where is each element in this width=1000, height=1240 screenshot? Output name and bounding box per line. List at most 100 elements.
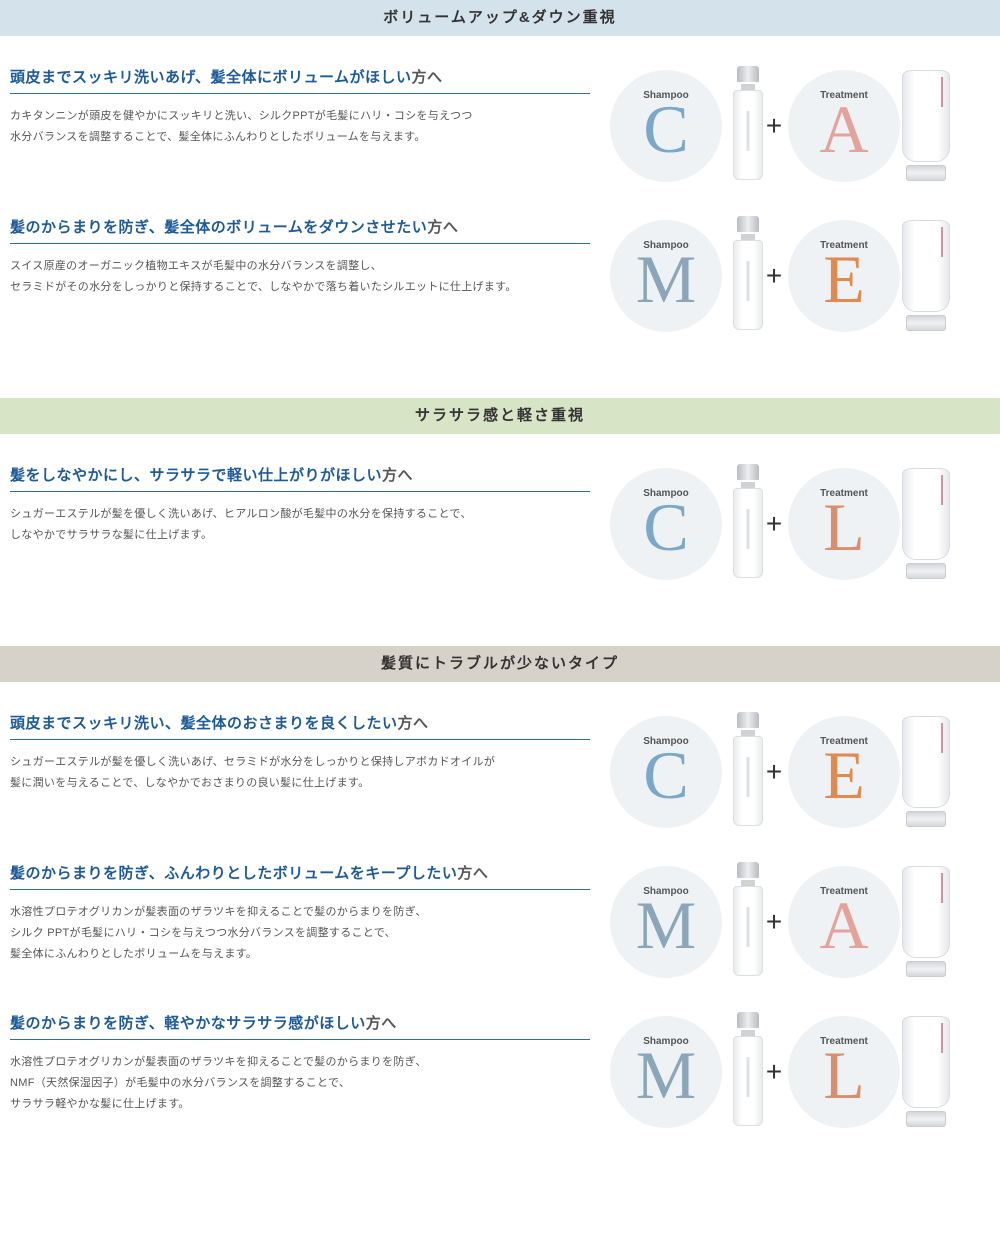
title-tail: 方へ — [366, 1015, 397, 1032]
shampoo-bottle-image — [730, 862, 766, 982]
section-spacer — [0, 614, 1000, 646]
recommendation-row: 頭皮までスッキリ洗い、髪全体のおさまりを良くしたい方へ シュガーエステルが髪を優… — [0, 712, 1000, 862]
plus-icon: + — [764, 260, 784, 292]
treatment-letter: L — [823, 493, 865, 561]
treatment-letter: E — [823, 245, 865, 313]
treatment-letter: A — [819, 891, 868, 959]
recommendation-description: スイス原産のオーガニック植物エキスが毛髪中の水分バランスを調整し、セラミドがその… — [10, 256, 590, 298]
recommendation-description: シュガーエステルが髪を優しく洗いあげ、ヒアルロン酸が毛髪中の水分を保持することで… — [10, 504, 590, 546]
shampoo-bottle-image — [730, 216, 766, 336]
title-emphasis: 髪をしなやかにし、サラサラで軽い仕上がりがほしい — [10, 467, 382, 484]
shampoo-bottle-image — [730, 66, 766, 186]
plus-icon: + — [764, 756, 784, 788]
treatment-letter: L — [823, 1041, 865, 1109]
recommendation-title: 髪のからまりを防ぎ、髪全体のボリュームをダウンさせたい方へ — [10, 216, 590, 244]
shampoo-bubble: Shampoo M — [610, 220, 722, 332]
treatment-bubble-group: Treatment L — [788, 1012, 938, 1132]
treatment-bubble-group: Treatment E — [788, 712, 938, 832]
section-header: サラサラ感と軽さ重視 — [0, 398, 1000, 434]
shampoo-bubble-group: Shampoo C — [610, 66, 760, 186]
treatment-bubble: Treatment E — [788, 716, 900, 828]
section-header: 髪質にトラブルが少ないタイプ — [0, 646, 1000, 682]
shampoo-letter: M — [636, 891, 696, 959]
treatment-bubble: Treatment E — [788, 220, 900, 332]
section-spacer — [0, 366, 1000, 398]
recommendation-description: シュガーエステルが髪を優しく洗いあげ、セラミドが水分をしっかりと保持しアボカドオ… — [10, 752, 590, 794]
shampoo-letter: C — [643, 493, 688, 561]
plus-icon: + — [764, 110, 784, 142]
recommendation-text: 髪のからまりを防ぎ、軽やかなサラサラ感がほしい方へ 水溶性プロテオグリカンが髪表… — [10, 1012, 610, 1115]
treatment-bubble-group: Treatment A — [788, 66, 938, 186]
treatment-bubble: Treatment A — [788, 70, 900, 182]
treatment-tube-image — [900, 866, 952, 982]
title-tail: 方へ — [398, 715, 429, 732]
shampoo-letter: M — [636, 1041, 696, 1109]
plus-icon: + — [764, 906, 784, 938]
product-combo: Shampoo M + Treatment L — [610, 1012, 990, 1132]
title-emphasis: 頭皮までスッキリ洗いあげ、髪全体にボリュームがほしい — [10, 69, 412, 86]
treatment-tube-image — [900, 70, 952, 186]
treatment-letter: E — [823, 741, 865, 809]
treatment-letter: A — [819, 95, 868, 163]
product-combo: Shampoo M + Treatment E — [610, 216, 990, 336]
recommendation-text: 髪のからまりを防ぎ、ふんわりとしたボリュームをキープしたい方へ 水溶性プロテオグ… — [10, 862, 610, 965]
recommendation-text: 頭皮までスッキリ洗い、髪全体のおさまりを良くしたい方へ シュガーエステルが髪を優… — [10, 712, 610, 794]
product-guide: ボリュームアップ&ダウン重視 頭皮までスッキリ洗いあげ、髪全体にボリュームがほし… — [0, 0, 1000, 1162]
shampoo-bubble: Shampoo M — [610, 866, 722, 978]
title-emphasis: 頭皮までスッキリ洗い、髪全体のおさまりを良くしたい — [10, 715, 398, 732]
title-emphasis: 髪のからまりを防ぎ、髪全体のボリュームをダウンさせたい — [10, 219, 427, 236]
title-emphasis: 髪のからまりを防ぎ、ふんわりとしたボリュームをキープしたい — [10, 865, 457, 882]
recommendation-row: 髪をしなやかにし、サラサラで軽い仕上がりがほしい方へ シュガーエステルが髪を優し… — [0, 464, 1000, 614]
shampoo-bubble-group: Shampoo M — [610, 1012, 760, 1132]
product-combo: Shampoo C + Treatment A — [610, 66, 990, 186]
plus-icon: + — [764, 1056, 784, 1088]
shampoo-bottle-image — [730, 1012, 766, 1132]
treatment-bubble: Treatment A — [788, 866, 900, 978]
plus-icon: + — [764, 508, 784, 540]
treatment-bubble: Treatment L — [788, 468, 900, 580]
recommendation-row: 髪のからまりを防ぎ、髪全体のボリュームをダウンさせたい方へ スイス原産のオーガニ… — [0, 216, 1000, 366]
recommendation-description: 水溶性プロテオグリカンが髪表面のザラツキを抑えることで髪のからまりを防ぎ、シルク… — [10, 902, 590, 965]
treatment-tube-image — [900, 1016, 952, 1132]
product-combo: Shampoo M + Treatment A — [610, 862, 990, 982]
recommendation-row: 髪のからまりを防ぎ、軽やかなサラサラ感がほしい方へ 水溶性プロテオグリカンが髪表… — [0, 1012, 1000, 1162]
shampoo-bubble: Shampoo C — [610, 468, 722, 580]
recommendation-row: 頭皮までスッキリ洗いあげ、髪全体にボリュームがほしい方へ カキタンニンが頭皮を健… — [0, 66, 1000, 216]
recommendation-title: 髪のからまりを防ぎ、軽やかなサラサラ感がほしい方へ — [10, 1012, 590, 1040]
title-tail: 方へ — [382, 467, 413, 484]
recommendation-description: 水溶性プロテオグリカンが髪表面のザラツキを抑えることで髪のからまりを防ぎ、NMF… — [10, 1052, 590, 1115]
product-combo: Shampoo C + Treatment L — [610, 464, 990, 584]
treatment-tube-image — [900, 220, 952, 336]
shampoo-bubble-group: Shampoo M — [610, 216, 760, 336]
recommendation-row: 髪のからまりを防ぎ、ふんわりとしたボリュームをキープしたい方へ 水溶性プロテオグ… — [0, 862, 1000, 1012]
shampoo-bubble: Shampoo C — [610, 70, 722, 182]
shampoo-bubble-group: Shampoo C — [610, 464, 760, 584]
recommendation-title: 髪をしなやかにし、サラサラで軽い仕上がりがほしい方へ — [10, 464, 590, 492]
title-tail: 方へ — [457, 865, 488, 882]
title-emphasis: 髪のからまりを防ぎ、軽やかなサラサラ感がほしい — [10, 1015, 366, 1032]
shampoo-bubble-group: Shampoo M — [610, 862, 760, 982]
recommendation-text: 髪をしなやかにし、サラサラで軽い仕上がりがほしい方へ シュガーエステルが髪を優し… — [10, 464, 610, 546]
treatment-bubble-group: Treatment E — [788, 216, 938, 336]
treatment-bubble-group: Treatment A — [788, 862, 938, 982]
shampoo-bottle-image — [730, 464, 766, 584]
title-tail: 方へ — [412, 69, 443, 86]
recommendation-description: カキタンニンが頭皮を健やかにスッキリと洗い、シルクPPTが毛髪にハリ・コシを与え… — [10, 106, 590, 148]
section-header: ボリュームアップ&ダウン重視 — [0, 0, 1000, 36]
recommendation-title: 髪のからまりを防ぎ、ふんわりとしたボリュームをキープしたい方へ — [10, 862, 590, 890]
recommendation-title: 頭皮までスッキリ洗いあげ、髪全体にボリュームがほしい方へ — [10, 66, 590, 94]
shampoo-bubble: Shampoo C — [610, 716, 722, 828]
title-tail: 方へ — [427, 219, 458, 236]
shampoo-bottle-image — [730, 712, 766, 832]
shampoo-letter: M — [636, 245, 696, 313]
treatment-tube-image — [900, 716, 952, 832]
shampoo-bubble: Shampoo M — [610, 1016, 722, 1128]
recommendation-title: 頭皮までスッキリ洗い、髪全体のおさまりを良くしたい方へ — [10, 712, 590, 740]
shampoo-letter: C — [643, 741, 688, 809]
recommendation-text: 頭皮までスッキリ洗いあげ、髪全体にボリュームがほしい方へ カキタンニンが頭皮を健… — [10, 66, 610, 148]
product-combo: Shampoo C + Treatment E — [610, 712, 990, 832]
shampoo-bubble-group: Shampoo C — [610, 712, 760, 832]
treatment-bubble-group: Treatment L — [788, 464, 938, 584]
shampoo-letter: C — [643, 95, 688, 163]
treatment-tube-image — [900, 468, 952, 584]
